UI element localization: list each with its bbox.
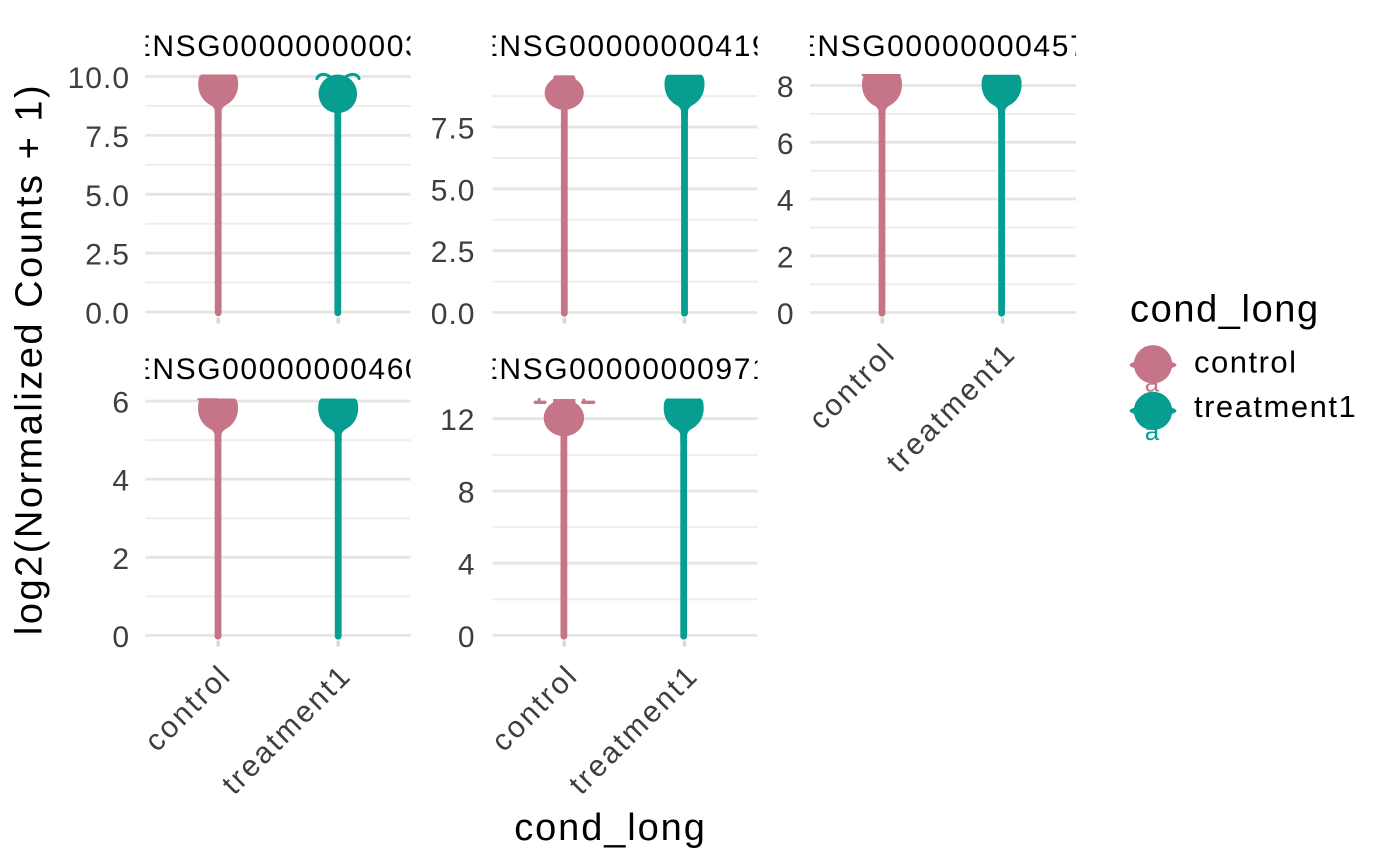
svg-text:cond_long: cond_long [1130, 289, 1320, 331]
svg-text:ENSG00000000457: ENSG00000000457 [796, 30, 1089, 63]
svg-text:log2(Normalized Counts + 1): log2(Normalized Counts + 1) [9, 83, 51, 635]
svg-text:10.0: 10.0 [68, 62, 130, 95]
svg-text:7.5: 7.5 [85, 121, 130, 154]
svg-text:ENSG00000000460: ENSG00000000460 [131, 353, 424, 386]
svg-text:2: 2 [777, 241, 795, 274]
svg-text:7.5: 7.5 [431, 113, 476, 146]
svg-text:0: 0 [112, 621, 130, 654]
svg-text:6: 6 [777, 128, 795, 161]
svg-text:cond_long: cond_long [514, 807, 706, 849]
svg-text:control: control [803, 337, 902, 436]
svg-text:0.0: 0.0 [431, 298, 476, 331]
svg-text:treatment1: treatment1 [1194, 389, 1357, 424]
svg-text:treatment1: treatment1 [563, 659, 705, 801]
svg-text:0.0: 0.0 [85, 298, 130, 331]
svg-text:4: 4 [112, 465, 130, 498]
svg-text:control: control [139, 659, 238, 758]
svg-text:8: 8 [777, 71, 795, 104]
svg-text:control: control [1194, 345, 1298, 380]
svg-text:treatment1: treatment1 [880, 337, 1022, 479]
svg-text:6: 6 [112, 387, 130, 420]
svg-text:2.5: 2.5 [85, 239, 130, 272]
svg-text:5.0: 5.0 [431, 174, 476, 207]
svg-text:ENSG00000000419: ENSG00000000419 [478, 30, 771, 63]
svg-text:2: 2 [112, 543, 130, 576]
svg-text:4: 4 [458, 549, 476, 582]
svg-text:0: 0 [458, 621, 476, 654]
svg-text:0: 0 [777, 298, 795, 331]
svg-text:4: 4 [777, 185, 795, 218]
svg-text:control: control [485, 659, 584, 758]
svg-text:treatment1: treatment1 [216, 659, 358, 801]
svg-text:ENSG00000000003: ENSG00000000003 [131, 30, 424, 63]
svg-text:2.5: 2.5 [431, 236, 476, 269]
svg-text:8: 8 [458, 477, 476, 510]
svg-text:5.0: 5.0 [85, 180, 130, 213]
svg-text:ENSG00000000971: ENSG00000000971 [478, 353, 771, 386]
svg-text:12: 12 [440, 404, 475, 437]
